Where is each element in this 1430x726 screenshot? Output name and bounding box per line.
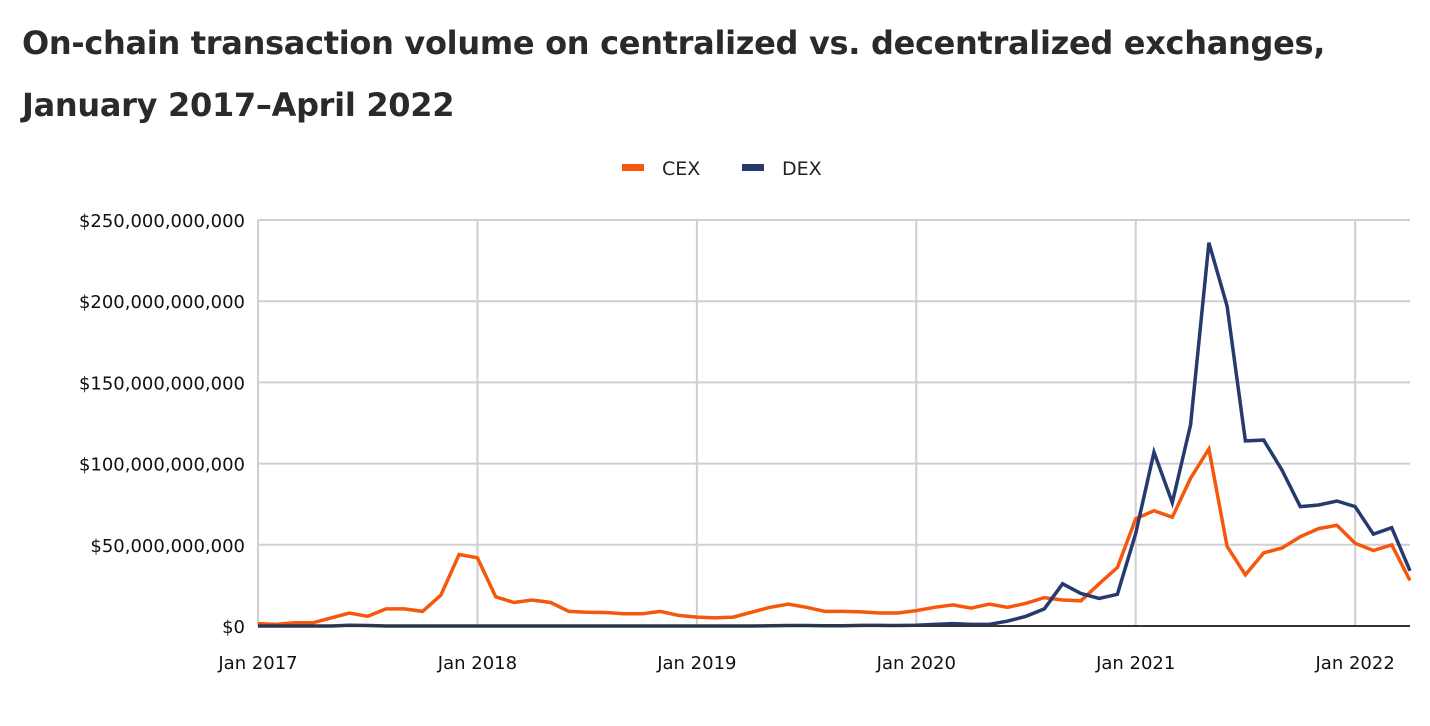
series-lines bbox=[257, 242, 1412, 628]
series-line-cex bbox=[257, 444, 1412, 627]
y-tick-label: $250,000,000,000 bbox=[79, 211, 245, 232]
x-tick-label: Jan 2018 bbox=[437, 653, 517, 674]
y-tick-label: $200,000,000,000 bbox=[79, 292, 245, 313]
y-tick-label: $0 bbox=[222, 617, 245, 638]
chart-title-line-1: On-chain transaction volume on centraliz… bbox=[22, 24, 1326, 62]
x-tick-label: Jan 2021 bbox=[1095, 653, 1175, 674]
series-line-dex bbox=[258, 242, 1412, 628]
x-tick-label: Jan 2019 bbox=[656, 653, 736, 674]
y-tick-label: $100,000,000,000 bbox=[79, 455, 245, 476]
legend-label-dex: DEX bbox=[782, 158, 822, 180]
chart-title: On-chain transaction volume on centraliz… bbox=[22, 12, 1412, 136]
legend-label-cex: CEX bbox=[662, 158, 700, 180]
axes: $0 $50,000,000,000 $100,000,000,000 $150,00… bbox=[79, 211, 1410, 674]
x-tick-label: Jan 2017 bbox=[217, 653, 297, 674]
x-tick-label: Jan 2022 bbox=[1315, 653, 1395, 674]
legend-swatch-cex bbox=[622, 164, 644, 171]
chart-title-line-2: January 2017–April 2022 bbox=[22, 86, 455, 124]
y-tick-label: $150,000,000,000 bbox=[79, 373, 245, 394]
legend: CEX DEX bbox=[622, 158, 822, 180]
legend-swatch-dex bbox=[742, 164, 764, 171]
y-tick-label: $50,000,000,000 bbox=[90, 536, 245, 557]
x-tick-label: Jan 2020 bbox=[876, 653, 956, 674]
